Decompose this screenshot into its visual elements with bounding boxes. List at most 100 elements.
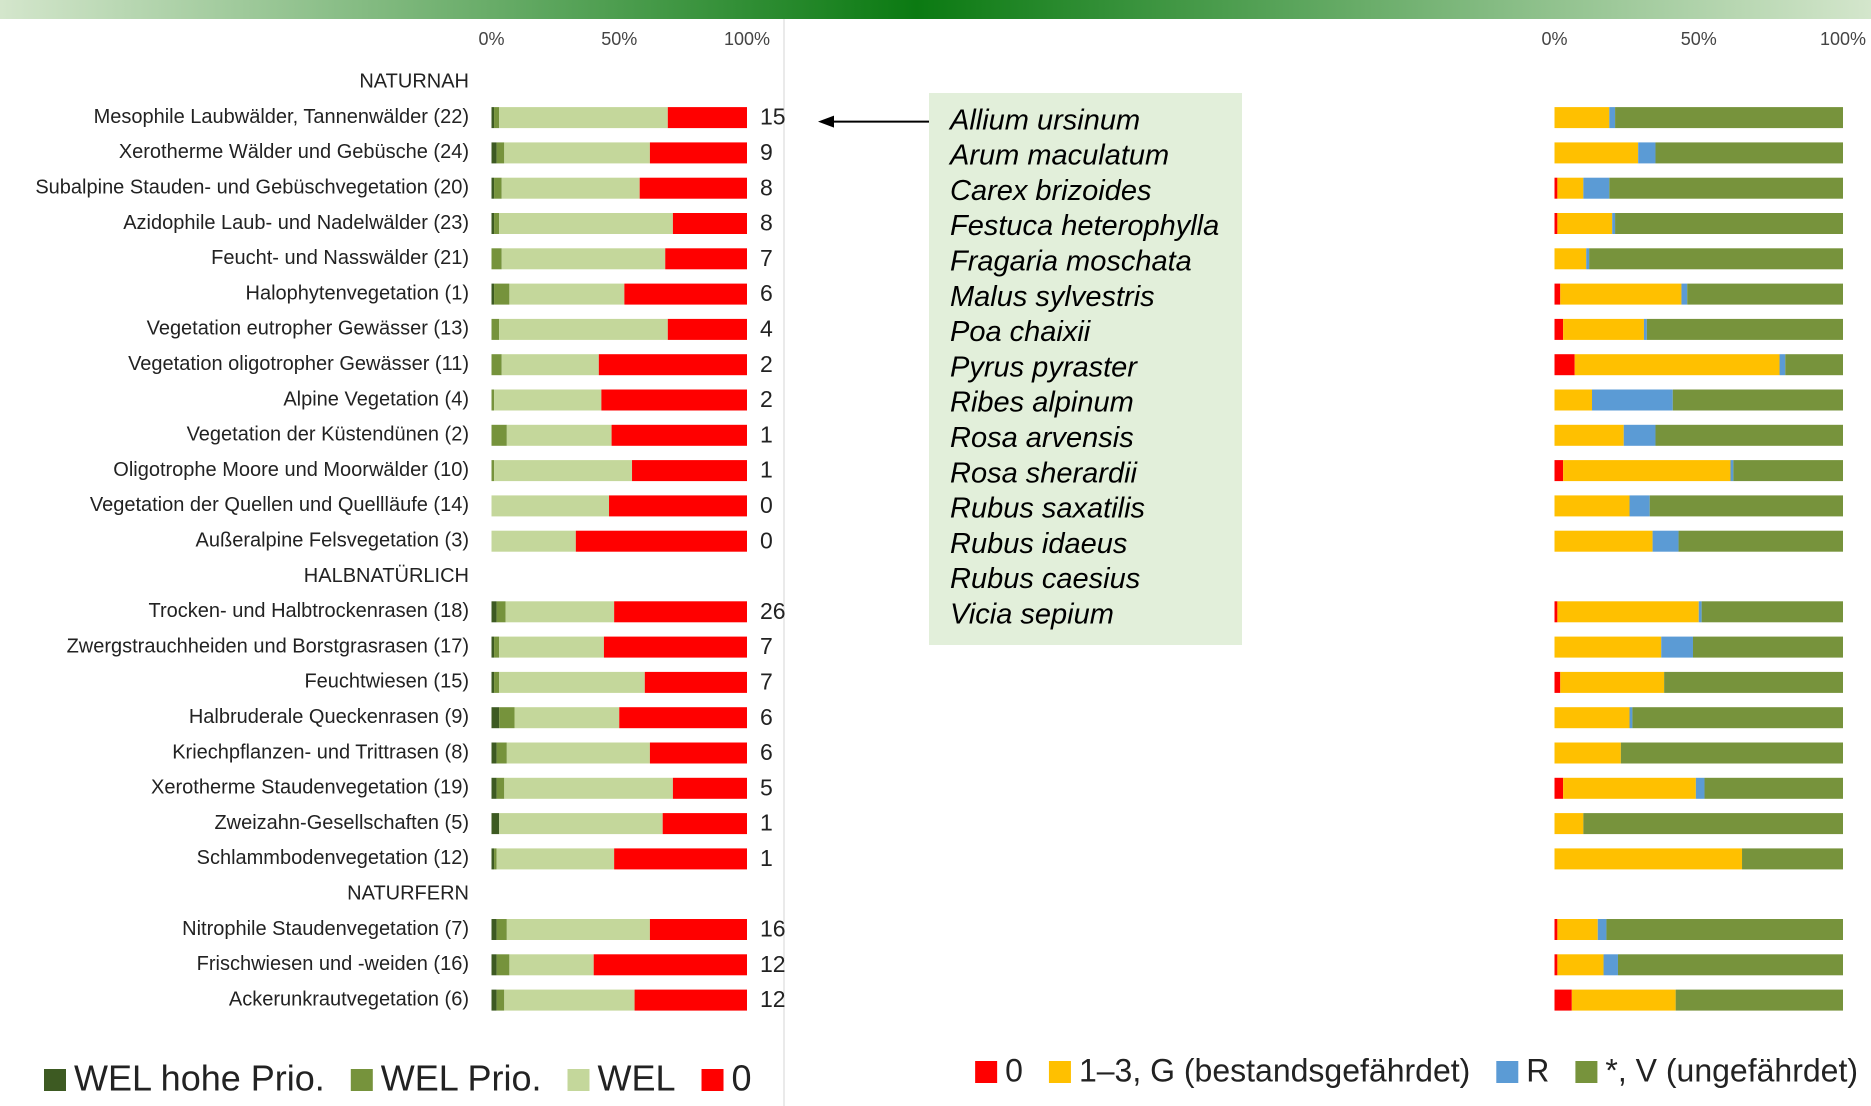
- count-label: 8: [760, 210, 773, 236]
- count-label: 9: [760, 139, 773, 165]
- bar-segment: [491, 742, 497, 764]
- species-name: Malus sylvestris: [950, 281, 1155, 313]
- category-label: Oligotrophe Moore und Moorwälder (10): [113, 459, 469, 481]
- bar-segment: [1554, 318, 1564, 340]
- bar-segment: [496, 777, 505, 799]
- bar-segment: [496, 919, 507, 940]
- count-label: 2: [760, 351, 773, 377]
- category-label: Vegetation der Küstendünen (2): [187, 424, 469, 446]
- count-label: 6: [760, 704, 773, 730]
- count-label: 1: [760, 457, 773, 483]
- legend-swatch: [1496, 1061, 1519, 1083]
- bar-segment: [1554, 177, 1558, 199]
- group-header: HALBNATÜRLICH: [304, 565, 469, 587]
- category-label: Xerotherme Staudenvegetation (19): [151, 777, 469, 799]
- legend-swatch: [1048, 1061, 1071, 1083]
- x-tick-label: 50%: [1681, 29, 1717, 49]
- bar-segment: [491, 919, 497, 940]
- bar-segment: [1597, 919, 1607, 940]
- bar-segment: [496, 848, 615, 870]
- bar-segment: [1563, 460, 1731, 482]
- category-label: Vegetation eutropher Gewässer (13): [147, 318, 469, 340]
- bar-segment: [499, 813, 663, 835]
- bar-segment: [614, 601, 747, 623]
- bar-segment: [491, 777, 497, 799]
- bar-segment: [624, 283, 747, 305]
- bar-segment: [1655, 142, 1843, 164]
- legend-swatch: [1575, 1061, 1598, 1083]
- bar-segment: [1574, 354, 1780, 376]
- group-header: NATURNAH: [359, 71, 469, 93]
- category-label: Halophytenvegetation (1): [246, 282, 469, 304]
- bar-segment: [667, 318, 747, 340]
- bar-segment: [491, 954, 497, 976]
- bar-segment: [1695, 777, 1705, 799]
- bar-segment: [1554, 813, 1584, 835]
- species-name: Pyrus pyraster: [950, 351, 1138, 383]
- bar-segment: [665, 248, 747, 270]
- bar-segment: [494, 636, 500, 658]
- bar-segment: [1779, 354, 1786, 376]
- category-label: Azidophile Laub- und Nadelwälder (23): [123, 212, 469, 234]
- bar-segment: [494, 213, 500, 234]
- bar-segment: [1583, 813, 1843, 835]
- bar-segment: [499, 107, 668, 129]
- bar-segment: [1629, 707, 1633, 729]
- bar-segment: [1557, 213, 1613, 234]
- bar-segment: [506, 424, 612, 446]
- bar-segment: [1698, 601, 1702, 623]
- bar-segment: [494, 283, 510, 305]
- bar-segment: [593, 954, 747, 976]
- bar-segment: [1554, 636, 1662, 658]
- bar-segment: [499, 636, 604, 658]
- bar-segment: [491, 107, 495, 129]
- bar-segment: [1733, 460, 1843, 482]
- x-tick-label: 50%: [601, 29, 637, 49]
- bar-segment: [1692, 636, 1843, 658]
- bar-segment: [1675, 989, 1843, 1011]
- x-tick-label: 0%: [1541, 29, 1567, 49]
- bar-segment: [491, 354, 502, 376]
- bar-segment: [619, 707, 747, 729]
- bar-segment: [1554, 671, 1561, 693]
- bar-segment: [1554, 460, 1564, 482]
- bar-segment: [603, 636, 747, 658]
- count-label: 7: [760, 668, 773, 694]
- bar-segment: [499, 318, 668, 340]
- count-label: 4: [760, 315, 773, 341]
- legend-label: WEL Prio.: [381, 1058, 542, 1099]
- species-name: Carex brizoides: [950, 175, 1151, 207]
- bar-segment: [491, 318, 500, 340]
- bar-segment: [611, 424, 747, 446]
- bar-segment: [575, 530, 747, 552]
- bar-segment: [1655, 424, 1843, 446]
- count-label: 12: [760, 986, 786, 1012]
- category-label: Nitrophile Staudenvegetation (7): [182, 918, 469, 940]
- bar-segment: [1615, 213, 1843, 234]
- bar-segment: [644, 671, 747, 693]
- bar-segment: [1557, 601, 1699, 623]
- bar-segment: [672, 213, 747, 234]
- category-label: Xerotherme Wälder und Gebüsche (24): [119, 141, 469, 163]
- bar-segment: [491, 248, 502, 270]
- category-label: Halbruderale Queckenrasen (9): [189, 706, 469, 728]
- legend-swatch: [701, 1069, 724, 1091]
- bar-segment: [1560, 283, 1682, 305]
- bar-segment: [501, 354, 599, 376]
- bar-segment: [1554, 142, 1639, 164]
- bar-segment: [1554, 954, 1558, 976]
- bar-segment: [609, 495, 747, 517]
- bar-segment: [499, 671, 645, 693]
- bar-segment: [1623, 424, 1656, 446]
- bar-segment: [662, 813, 747, 835]
- bar-segment: [1554, 989, 1572, 1011]
- bar-segment: [1620, 742, 1843, 764]
- bar-segment: [514, 707, 620, 729]
- species-name: Allium ursinum: [948, 104, 1140, 136]
- bar-segment: [491, 213, 495, 234]
- category-label: Zwergstrauchheiden und Borstgrasrasen (1…: [67, 635, 469, 657]
- bar-segment: [1629, 495, 1650, 517]
- category-label: Feuchtwiesen (15): [304, 671, 469, 693]
- bar-segment: [1701, 601, 1843, 623]
